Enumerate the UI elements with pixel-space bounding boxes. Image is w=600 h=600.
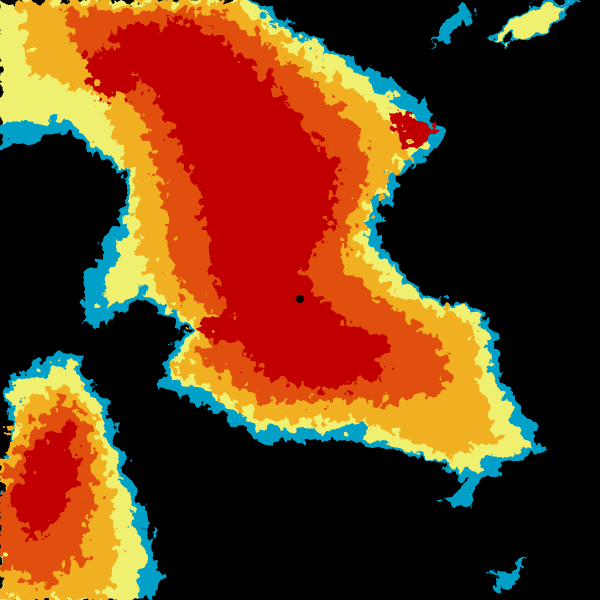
echo-edge-region — [440, 470, 480, 510]
echo-intense-region — [200, 310, 260, 340]
echo-intense-region — [80, 40, 140, 100]
echo-edge-region — [490, 560, 530, 590]
echo-intense-layer — [10, 20, 440, 540]
precipitation-echoes — [0, 0, 580, 600]
echo-light-region — [495, 5, 570, 40]
radar-site-dot-icon — [296, 295, 304, 303]
echo-intense-region — [10, 420, 80, 540]
echo-intense-region — [395, 110, 440, 150]
echo-intense-region — [110, 20, 390, 390]
echo-edge-region — [430, 0, 470, 50]
